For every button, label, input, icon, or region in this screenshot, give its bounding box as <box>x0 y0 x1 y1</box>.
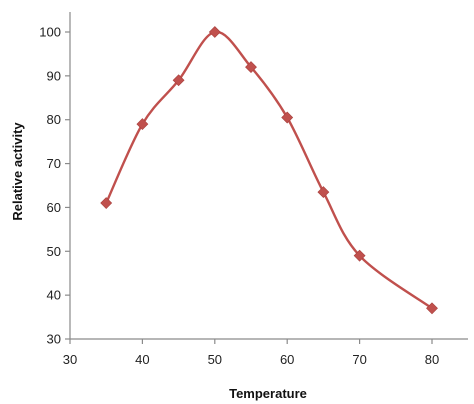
x-tick-label: 30 <box>63 352 77 367</box>
data-point-marker <box>245 61 257 74</box>
x-tick-label: 50 <box>208 352 222 367</box>
data-markers <box>100 26 438 315</box>
data-point-marker <box>426 302 438 315</box>
y-axis-title: Relative activity <box>10 122 25 221</box>
axes <box>69 12 468 340</box>
x-tick-label: 40 <box>135 352 149 367</box>
data-point-marker <box>317 186 330 199</box>
y-tick-label: 50 <box>47 244 61 259</box>
x-tick-label: 80 <box>425 352 439 367</box>
data-point-marker <box>136 118 149 131</box>
y-tick-label: 40 <box>47 288 61 303</box>
data-point-marker <box>208 26 221 38</box>
x-tick-label: 70 <box>352 352 366 367</box>
y-tick-label: 60 <box>47 200 61 215</box>
data-point-marker <box>100 197 113 209</box>
y-tick-label: 70 <box>47 156 61 171</box>
x-tick-label: 60 <box>280 352 294 367</box>
data-point-marker <box>281 111 294 124</box>
data-point-marker <box>353 249 366 262</box>
y-tick-label: 80 <box>47 112 61 127</box>
y-tick-label: 30 <box>47 332 61 347</box>
y-tick-label: 100 <box>39 25 61 40</box>
y-tick-label: 90 <box>47 68 61 83</box>
x-axis-title: Temperature <box>229 386 307 401</box>
ticks: 30 40 50 60 70 80 90 100 30 40 50 60 70 80 <box>39 25 439 368</box>
series-line <box>105 30 433 310</box>
data-point-marker <box>172 74 185 87</box>
